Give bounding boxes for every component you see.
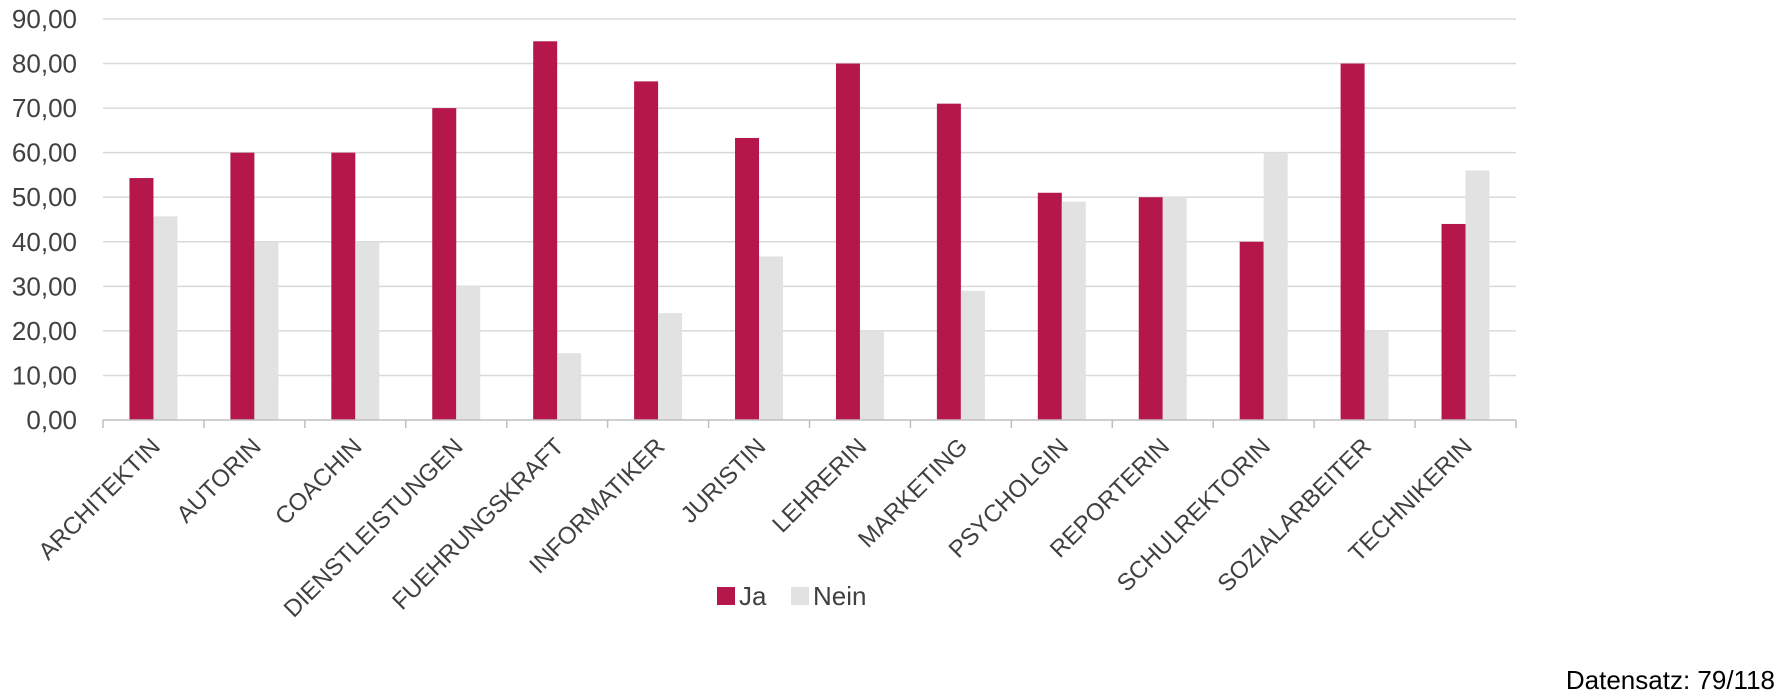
bar-nein bbox=[153, 216, 178, 420]
legend-swatch-nein bbox=[791, 587, 809, 605]
y-tick-label: 10,00 bbox=[12, 360, 77, 390]
x-tick-label: ARCHITEKTIN bbox=[33, 433, 165, 565]
bar-ja bbox=[1037, 192, 1062, 420]
bar-nein bbox=[1465, 170, 1490, 420]
bar-nein bbox=[355, 241, 380, 420]
bar-ja bbox=[735, 137, 760, 421]
dataset-footnote: Datensatz: 79/118 bbox=[1565, 665, 1775, 695]
bar-nein bbox=[1162, 197, 1187, 420]
gridlines bbox=[103, 18, 1516, 377]
bar-nein bbox=[1263, 152, 1288, 420]
bar-nein bbox=[1061, 201, 1086, 420]
bar-nein bbox=[759, 256, 784, 420]
bar-ja bbox=[1138, 197, 1163, 420]
y-tick-label: 60,00 bbox=[12, 138, 77, 168]
legend-label-nein: Nein bbox=[813, 581, 866, 611]
y-tick-label: 40,00 bbox=[12, 227, 77, 257]
bar-nein bbox=[456, 286, 481, 420]
y-tick-label: 0,00 bbox=[26, 405, 77, 435]
bar-ja bbox=[533, 41, 558, 421]
bar-ja bbox=[936, 103, 961, 421]
bar-ja bbox=[230, 152, 255, 420]
bar-nein bbox=[1364, 330, 1389, 420]
y-axis-ticks: 0,00 10,00 20,00 30,00 40,00 50,00 60,00 70,00 8… bbox=[12, 4, 77, 435]
x-axis bbox=[102, 419, 1517, 428]
bar-ja bbox=[331, 152, 356, 420]
bars bbox=[129, 41, 1490, 421]
legend: Ja Nein bbox=[717, 581, 866, 611]
bar-ja bbox=[1340, 63, 1365, 421]
x-tick-label: AUTORIN bbox=[171, 433, 266, 528]
legend-swatch-ja bbox=[717, 587, 735, 605]
y-tick-label: 30,00 bbox=[12, 271, 77, 301]
legend-label-ja: Ja bbox=[739, 581, 767, 611]
bar-ja bbox=[835, 63, 860, 421]
bar-ja bbox=[129, 178, 154, 420]
bar-nein bbox=[557, 353, 582, 420]
bar-ja bbox=[432, 108, 457, 420]
bar-nein bbox=[960, 290, 985, 420]
x-tick-label: FUEHRUNGSKRAFT bbox=[387, 433, 569, 615]
x-tick-label: COACHIN bbox=[270, 433, 367, 530]
y-tick-label: 50,00 bbox=[12, 182, 77, 212]
x-tick-label: LEHRERIN bbox=[767, 433, 872, 538]
y-tick-label: 80,00 bbox=[12, 49, 77, 79]
bar-ja bbox=[1441, 223, 1466, 420]
y-tick-label: 20,00 bbox=[12, 316, 77, 346]
bar-ja bbox=[634, 81, 659, 420]
x-tick-label: JURISTIN bbox=[676, 433, 771, 528]
bar-nein bbox=[254, 241, 279, 420]
y-tick-label: 70,00 bbox=[12, 93, 77, 123]
bar-nein bbox=[658, 313, 683, 420]
bar-nein bbox=[859, 330, 884, 420]
x-tick-label: DIENSTLEISTUNGEN bbox=[279, 433, 469, 623]
y-tick-label: 90,00 bbox=[12, 4, 77, 34]
bar-ja bbox=[1239, 241, 1264, 420]
